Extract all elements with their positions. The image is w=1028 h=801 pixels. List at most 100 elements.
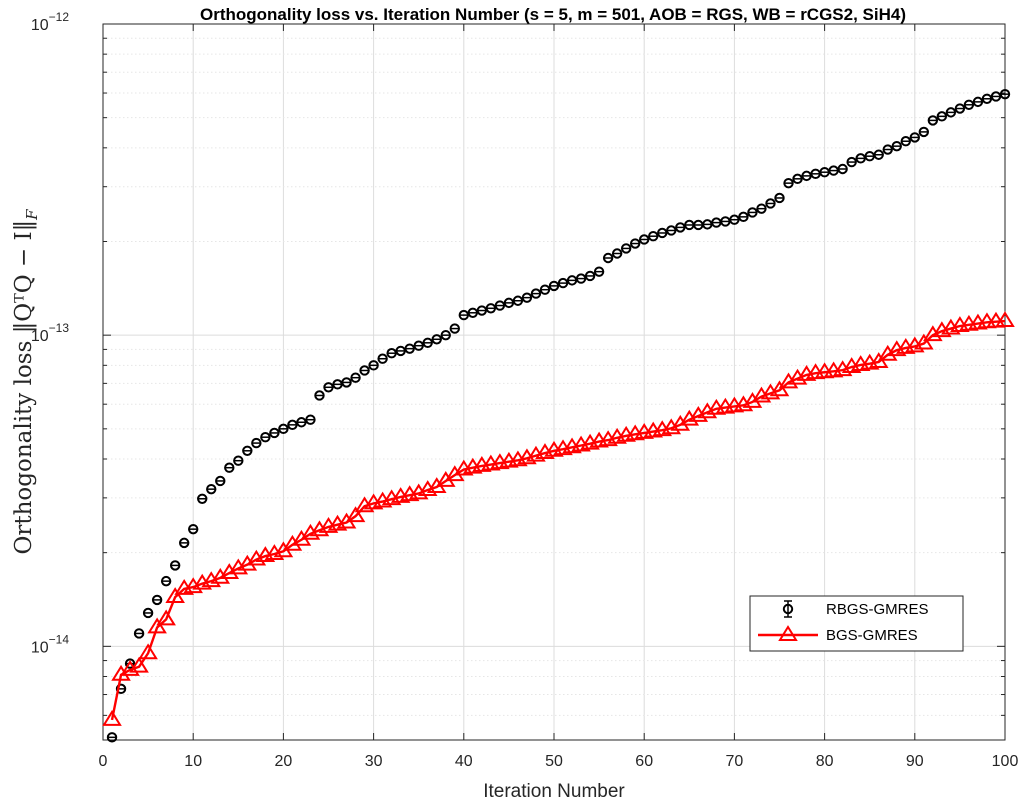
x-tick-label: 20 [275, 753, 293, 770]
data-point-rbgs-gmres [774, 192, 785, 204]
data-point-rbgs-gmres [539, 284, 551, 295]
data-point-rbgs-gmres [657, 227, 668, 239]
data-point-rbgs-gmres [918, 126, 930, 138]
y-tick-label: 10−14 [31, 632, 69, 656]
data-point-bgs-gmres [688, 406, 709, 422]
data-point-rbgs-gmres [909, 132, 920, 143]
data-point-rbgs-gmres [936, 111, 948, 122]
data-point-bgs-gmres [111, 664, 131, 681]
data-point-rbgs-gmres [494, 300, 506, 311]
data-point-bgs-gmres [102, 710, 122, 726]
data-point-rbgs-gmres [431, 334, 442, 345]
data-point-rbgs-gmres [882, 144, 893, 155]
data-point-bgs-gmres [679, 409, 700, 426]
data-point-rbgs-gmres [359, 365, 370, 376]
data-point-rbgs-gmres [395, 345, 406, 357]
data-point-rbgs-gmres [945, 107, 957, 118]
data-point-bgs-gmres [670, 414, 691, 431]
legend-marker-bgs-gmres [778, 625, 798, 641]
x-tick-label: 80 [816, 753, 834, 770]
data-point-rbgs-gmres [341, 377, 352, 388]
data-point-rbgs-gmres [197, 493, 208, 504]
data-point-bgs-gmres [210, 567, 231, 584]
data-point-rbgs-gmres [756, 203, 767, 214]
data-point-rbgs-gmres [305, 414, 316, 425]
data-point-bgs-gmres [345, 506, 366, 523]
data-point-bgs-gmres [914, 333, 934, 350]
x-tick-label: 10 [184, 753, 202, 770]
data-point-rbgs-gmres [404, 343, 415, 354]
data-point-bgs-gmres [877, 344, 898, 361]
x-tick-label: 90 [906, 753, 924, 770]
data-point-bgs-gmres [923, 325, 943, 342]
data-point-bgs-gmres [778, 372, 799, 389]
x-tick-label: 40 [455, 753, 473, 770]
x-tick-label: 50 [545, 753, 563, 770]
data-point-rbgs-gmres [521, 292, 533, 303]
data-point-bgs-gmres [282, 534, 303, 551]
data-point-rbgs-gmres [169, 560, 181, 571]
data-point-rbgs-gmres [503, 297, 515, 309]
data-point-rbgs-gmres [747, 207, 758, 218]
data-point-rbgs-gmres [476, 305, 488, 316]
data-point-rbgs-gmres [188, 523, 199, 535]
data-point-rbgs-gmres [557, 277, 569, 289]
data-point-rbgs-gmres [648, 230, 659, 242]
data-point-bgs-gmres [228, 558, 249, 575]
data-point-rbgs-gmres [458, 309, 469, 321]
data-point-rbgs-gmres [386, 348, 397, 359]
data-point-rbgs-gmres [422, 337, 433, 349]
x-tick-label: 0 [99, 753, 108, 770]
data-point-rbgs-gmres [512, 295, 524, 306]
data-point-rbgs-gmres [368, 360, 379, 371]
data-point-rbgs-gmres [233, 455, 244, 466]
data-point-rbgs-gmres [999, 88, 1011, 100]
data-point-rbgs-gmres [530, 288, 542, 299]
data-point-rbgs-gmres [242, 445, 253, 456]
data-point-bgs-gmres [742, 392, 763, 408]
data-point-rbgs-gmres [440, 329, 451, 341]
data-point-rbgs-gmres [314, 390, 325, 401]
data-point-rbgs-gmres [124, 658, 136, 669]
data-point-rbgs-gmres [485, 303, 497, 314]
data-point-bgs-gmres [769, 380, 790, 397]
data-point-bgs-gmres [165, 587, 185, 604]
data-point-rbgs-gmres [377, 353, 388, 364]
legend-item-bgs-gmres: BGS-GMRES [758, 625, 918, 644]
data-point-rbgs-gmres [738, 211, 749, 223]
legend-item-rbgs-gmres: RBGS-GMRES [782, 600, 929, 618]
data-point-rbgs-gmres [151, 594, 163, 606]
legend-label-bgs-gmres: BGS-GMRES [826, 627, 918, 644]
y-tick-label: 10−13 [31, 321, 69, 345]
data-point-bgs-gmres [237, 554, 258, 571]
data-point-rbgs-gmres [413, 340, 424, 351]
data-point-rbgs-gmres [891, 140, 902, 152]
y-axis-label: Orthogonality loss ‖QᵀQ − I‖F [11, 209, 41, 555]
data-point-rbgs-gmres [296, 417, 307, 428]
data-point-rbgs-gmres [251, 437, 262, 449]
data-point-rbgs-gmres [729, 214, 740, 225]
data-point-rbgs-gmres [323, 382, 334, 393]
data-point-rbgs-gmres [106, 732, 118, 743]
data-point-rbgs-gmres [548, 280, 560, 292]
data-point-rbgs-gmres [278, 423, 289, 435]
data-point-rbgs-gmres [927, 115, 939, 126]
data-point-bgs-gmres [147, 617, 167, 634]
data-point-rbgs-gmres [981, 93, 993, 104]
data-point-rbgs-gmres [449, 323, 460, 334]
data-point-rbgs-gmres [846, 156, 857, 168]
data-point-rbgs-gmres [602, 252, 614, 264]
data-point-rbgs-gmres [260, 431, 271, 443]
data-point-rbgs-gmres [972, 96, 984, 108]
data-point-rbgs-gmres [467, 307, 479, 318]
x-tick-label: 60 [635, 753, 653, 770]
x-tick-label: 30 [365, 753, 383, 770]
data-point-bgs-gmres [995, 311, 1015, 328]
data-point-rbgs-gmres [620, 243, 632, 254]
data-point-bgs-gmres [787, 368, 808, 385]
data-point-rbgs-gmres [611, 248, 623, 259]
data-point-bgs-gmres [129, 656, 149, 673]
data-point-rbgs-gmres [765, 198, 776, 209]
data-point-rbgs-gmres [224, 462, 235, 473]
legend-label-rbgs-gmres: RBGS-GMRES [826, 601, 929, 618]
